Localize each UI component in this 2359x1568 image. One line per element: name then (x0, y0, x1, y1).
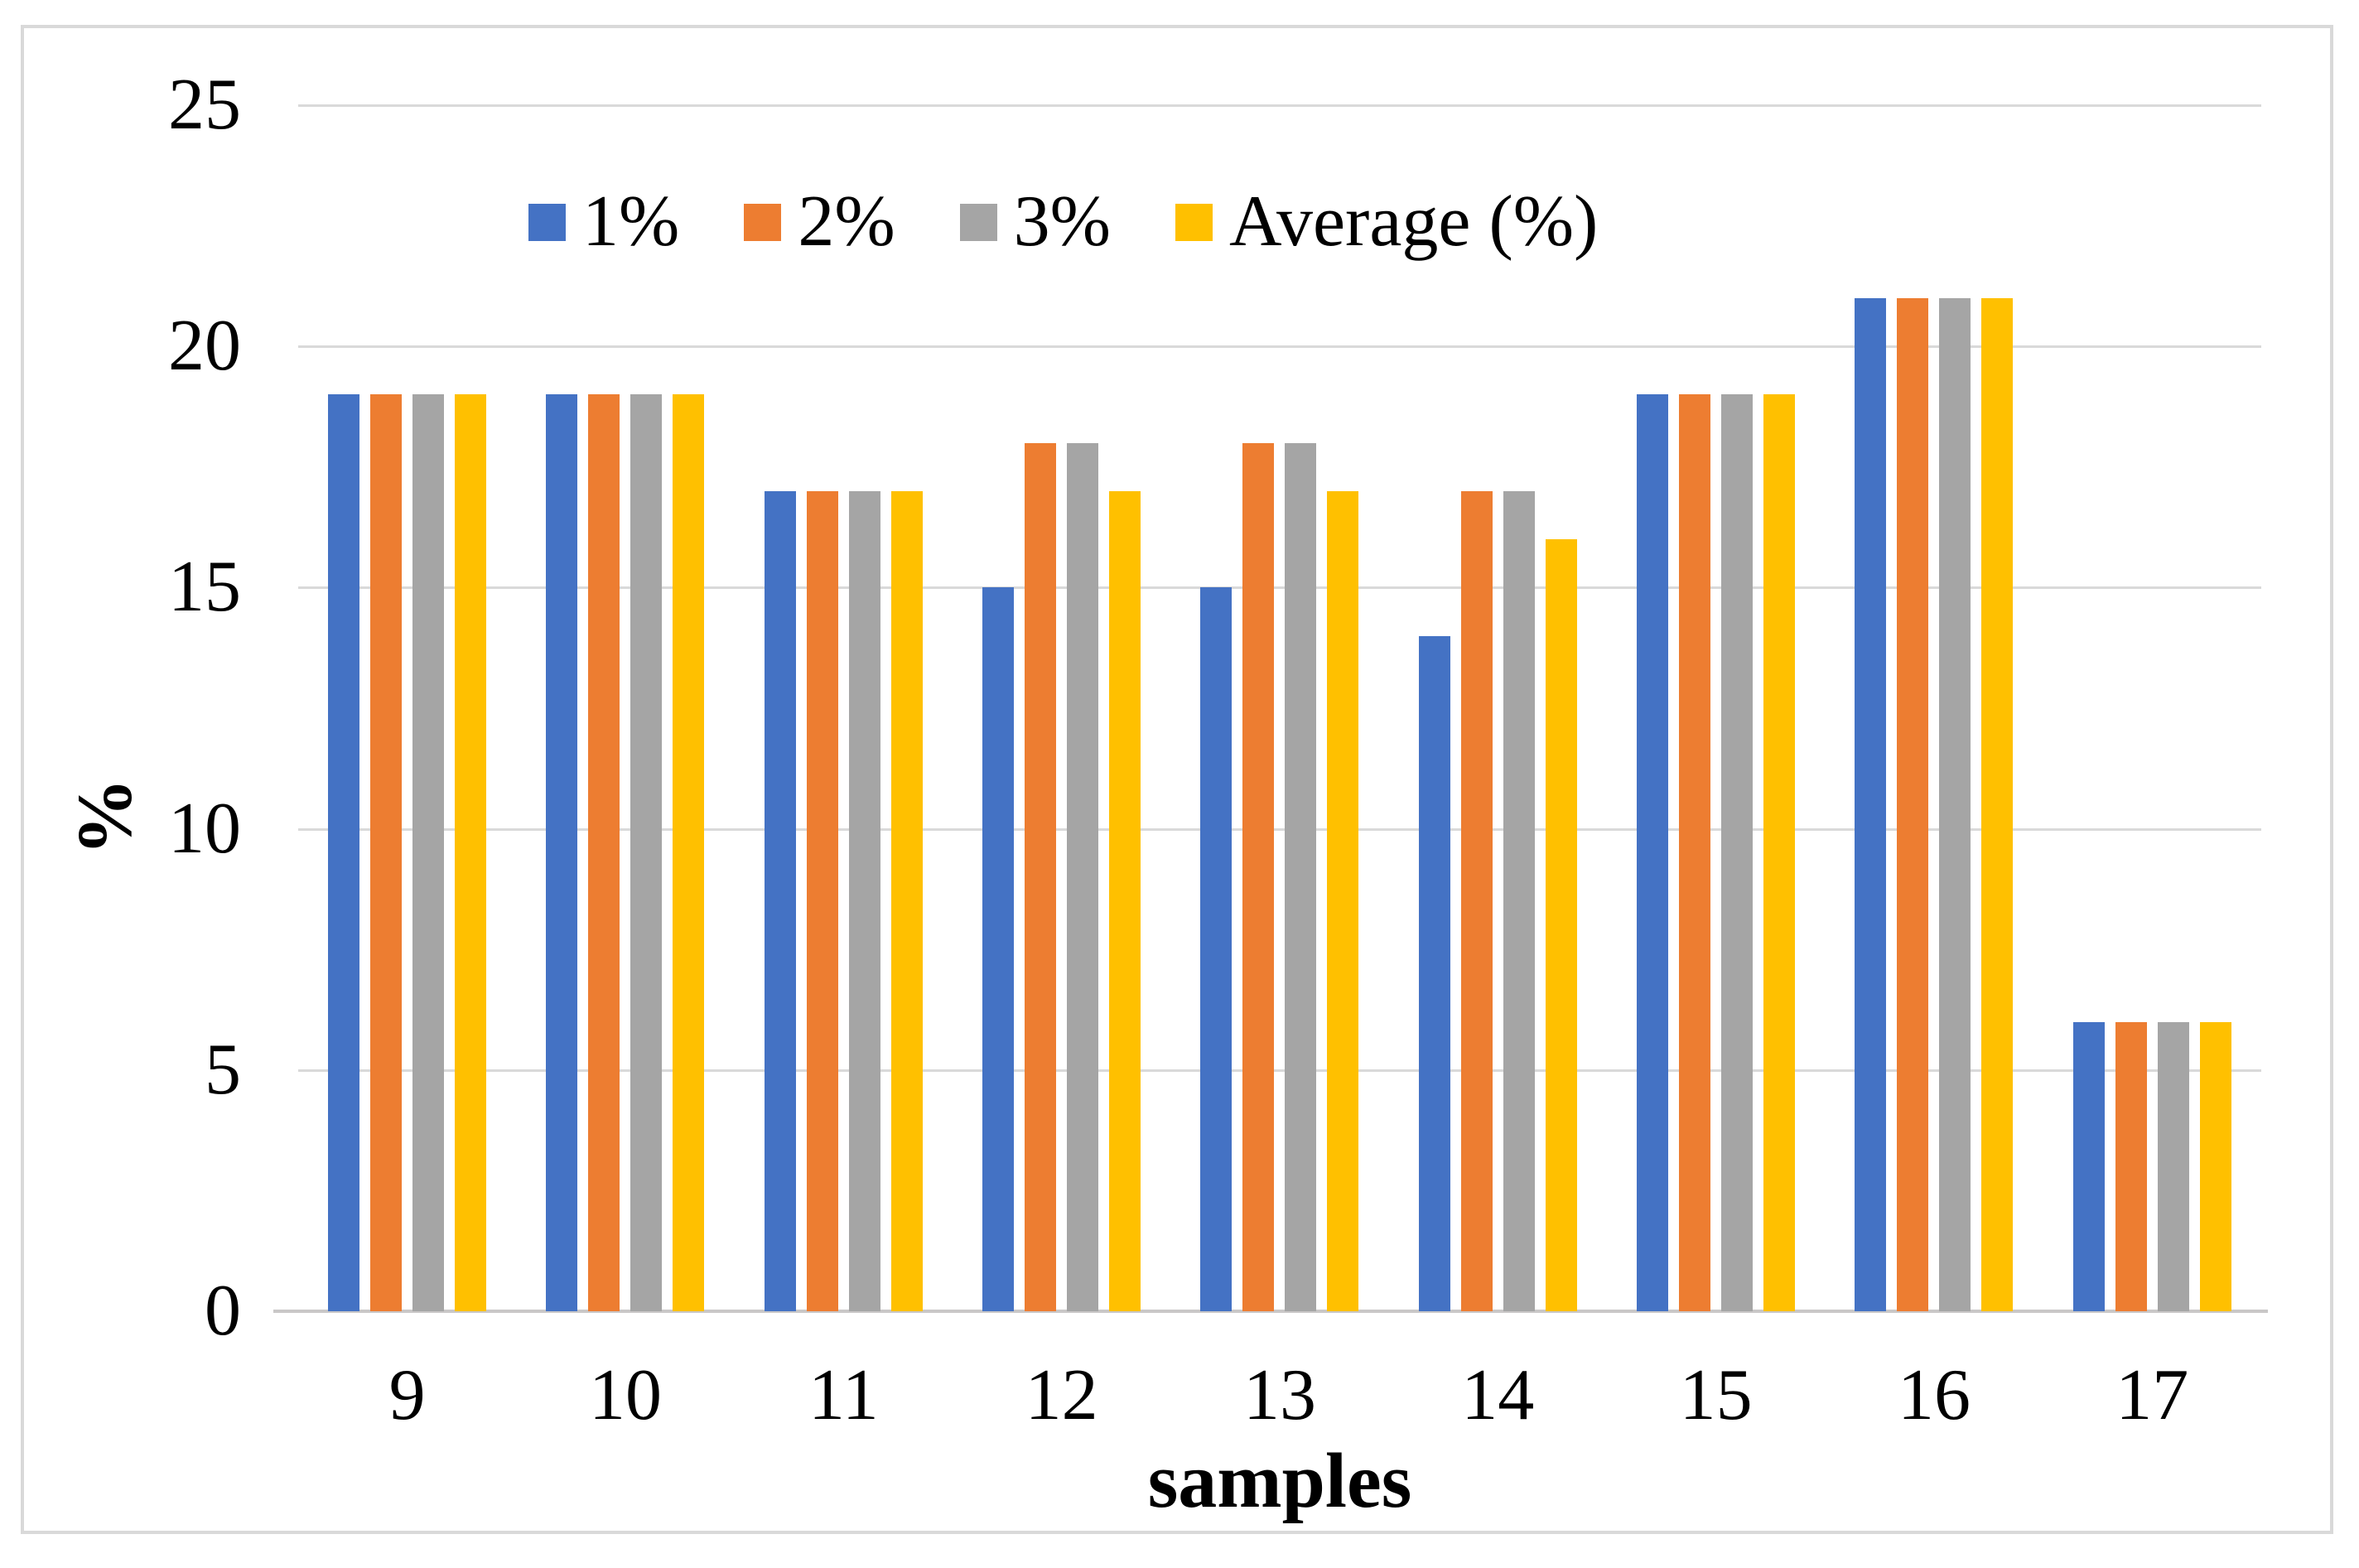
plot-area (273, 104, 2268, 1313)
bar (1637, 394, 1669, 1311)
bar (1418, 635, 1450, 1311)
bar (2072, 1021, 2105, 1311)
bar (370, 394, 403, 1311)
bar-groups (298, 105, 2261, 1311)
bar (890, 490, 923, 1311)
x-tick-label: 16 (1897, 1355, 1971, 1435)
bar (1242, 442, 1275, 1311)
bar (2157, 1021, 2189, 1311)
bar (1503, 490, 1535, 1311)
legend-swatch (744, 203, 782, 241)
bar (1679, 394, 1711, 1311)
bar (1200, 587, 1233, 1311)
bar (1460, 490, 1493, 1311)
x-tick-label: 13 (1242, 1355, 1316, 1435)
gridline (298, 345, 2261, 349)
bar (1109, 490, 1141, 1311)
bar (1025, 442, 1057, 1311)
bar (806, 490, 838, 1311)
bar (1285, 442, 1317, 1311)
bar (630, 394, 663, 1311)
y-tick-label: 25 (168, 65, 241, 145)
bar-group (1607, 105, 1825, 1311)
legend-label: 3% (1013, 181, 1111, 262)
x-tick-label: 14 (1461, 1355, 1535, 1435)
bar (455, 394, 487, 1311)
y-tick-label: 20 (168, 306, 241, 387)
legend-swatch (528, 203, 566, 241)
legend-swatch (959, 203, 997, 241)
bar (412, 394, 445, 1311)
bar (2115, 1021, 2147, 1311)
bar (1855, 297, 1887, 1311)
legend-item: 2% (744, 179, 895, 265)
legend-swatch (1175, 203, 1213, 241)
bar (1981, 297, 2014, 1311)
legend: 1% 2% 3% Average (%) (528, 179, 1598, 265)
bar (1721, 394, 1754, 1311)
bar (328, 394, 360, 1311)
x-tick-label: 17 (2115, 1355, 2189, 1435)
bar-group (516, 105, 734, 1311)
bar (1327, 490, 1359, 1311)
y-tick-label: 5 (205, 1029, 241, 1110)
bar-group (1170, 105, 1388, 1311)
x-axis-title: samples (1147, 1438, 1412, 1524)
bar-group (1825, 105, 2043, 1311)
y-tick-label: 15 (168, 547, 241, 628)
bar-group (2043, 105, 2261, 1311)
bar (1763, 394, 1796, 1311)
y-tick-label: 10 (168, 788, 241, 869)
bar (982, 587, 1015, 1311)
bar-group (1389, 105, 1607, 1311)
bar-group (953, 105, 1170, 1311)
x-tick-label: 10 (588, 1355, 662, 1435)
legend-item: Average (%) (1175, 179, 1598, 265)
x-tick-label: 12 (1025, 1355, 1098, 1435)
gridline (298, 1069, 2261, 1072)
gridline (298, 104, 2261, 107)
y-tick-label: 0 (205, 1271, 241, 1351)
x-tick-label: 11 (808, 1355, 879, 1435)
chart-frame: % 0 5 10 15 20 25 1% 2% 3% Average (%) 9 10 11 12 13… (21, 25, 2333, 1534)
bar (848, 490, 880, 1311)
legend-label: Average (%) (1228, 181, 1599, 262)
gridline (298, 827, 2261, 831)
bar (764, 490, 796, 1311)
legend-label: 2% (798, 181, 895, 262)
bar (546, 394, 578, 1311)
bar (1897, 297, 1929, 1311)
bar (1939, 297, 1971, 1311)
bar (588, 394, 620, 1311)
bar (1067, 442, 1099, 1311)
x-tick-label: 15 (1679, 1355, 1753, 1435)
x-axis-line (273, 1310, 2268, 1313)
x-axis-tick-labels: 9 10 11 12 13 14 15 16 17 (298, 1353, 2261, 1439)
legend-label: 1% (582, 181, 680, 262)
bar (2199, 1021, 2231, 1311)
bar (1545, 539, 1577, 1311)
bar-group (735, 105, 953, 1311)
gridline (298, 586, 2261, 590)
bar-group (298, 105, 516, 1311)
legend-item: 1% (528, 179, 679, 265)
legend-item: 3% (959, 179, 1111, 265)
bar (673, 394, 705, 1311)
x-tick-label: 9 (388, 1355, 426, 1435)
